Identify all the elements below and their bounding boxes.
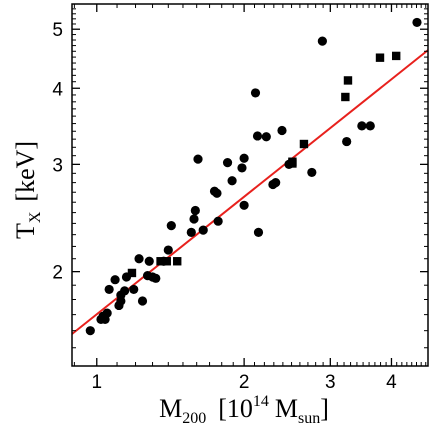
data-point-square [127,268,137,278]
data-point-square [391,51,401,61]
data-point-circle [193,154,203,164]
x-axis-label: M200 [1014 Msun] [159,393,329,427]
data-points [85,17,422,336]
data-point-square [288,157,297,166]
data-point-circle [110,275,120,285]
data-point-circle [212,188,222,198]
data-point-circle [137,296,148,306]
data-point-square [173,257,182,266]
data-point-circle [222,158,233,168]
data-point-circle [357,121,367,131]
x-tick-label: 2 [239,372,250,393]
data-point-circle [120,286,130,296]
data-point-circle [190,205,200,216]
data-point-circle [134,254,144,264]
data-point-square [162,257,171,266]
data-point-square [341,92,350,102]
data-point-circle [189,214,199,224]
data-point-circle [85,326,95,336]
data-point-circle [261,132,271,142]
data-point-circle [239,200,249,210]
x-tick-label: 4 [386,372,397,393]
data-point-square [343,76,353,85]
data-point-circle [412,17,422,28]
data-point-circle [365,121,375,131]
axes: 1 2 3 4 2 3 4 5 [52,3,429,393]
data-point-circle [237,163,247,173]
x-tick-label: 3 [325,372,336,393]
data-point-circle [213,216,223,226]
data-point-circle [104,284,114,295]
data-point-circle [102,308,112,318]
data-point-circle [227,176,237,186]
x-tick-label: 1 [91,372,102,393]
y-tick-label: 4 [52,79,63,100]
data-point-square [375,53,385,62]
y-tick-label: 5 [52,20,63,41]
data-point-circle [250,88,261,98]
data-point-circle [163,245,173,255]
y-tick-label: 2 [52,263,63,284]
data-point-circle [317,36,327,46]
data-point-circle [342,136,352,147]
data-point-circle [253,227,264,237]
data-point-circle [271,178,281,188]
data-point-circle [239,153,249,163]
data-point-circle [144,256,154,266]
y-axis-label: TX[keV] [11,141,44,239]
data-point-circle [166,221,176,231]
data-point-square [299,139,309,149]
data-point-circle [252,131,263,141]
data-point-circle [151,273,161,283]
data-point-circle [186,227,196,237]
data-point-circle [198,225,208,235]
data-point-square [156,257,165,266]
data-point-circle [129,284,139,295]
y-tick-label: 3 [52,155,63,176]
data-point-circle [307,167,317,178]
data-point-circle [277,125,287,136]
plot-frame [71,3,429,367]
